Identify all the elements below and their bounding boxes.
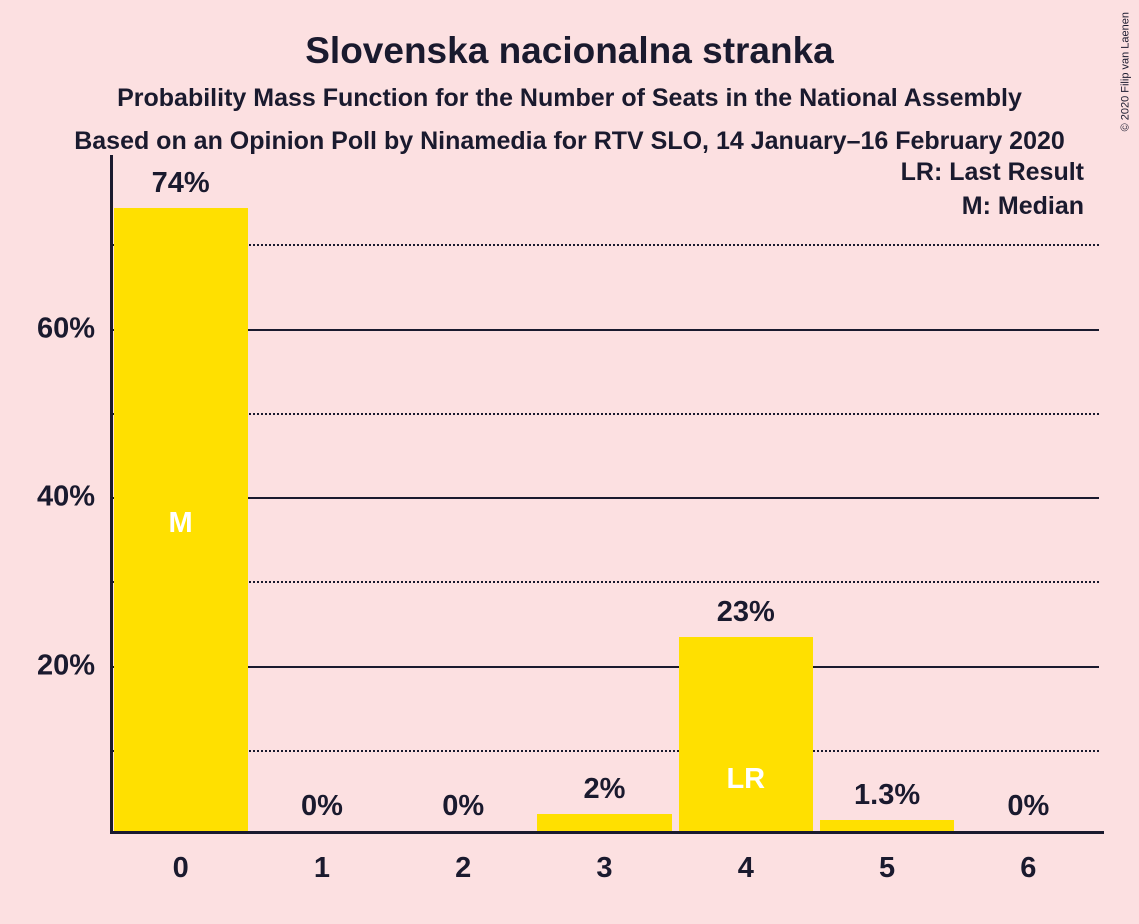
x-tick-label: 1 bbox=[314, 852, 330, 885]
grid-minor-line bbox=[113, 413, 1099, 415]
bar-value-label: 1.3% bbox=[854, 779, 920, 812]
x-tick-label: 6 bbox=[1020, 852, 1036, 885]
grid-minor-line bbox=[113, 581, 1099, 583]
chart-subtitle2: Based on an Opinion Poll by Ninamedia fo… bbox=[40, 127, 1099, 156]
last-result-marker: LR bbox=[726, 763, 765, 796]
grid-major-line bbox=[113, 497, 1099, 499]
y-tick-label: 20% bbox=[37, 649, 95, 682]
bar: 1.3% bbox=[820, 820, 954, 831]
x-tick-label: 3 bbox=[596, 852, 612, 885]
median-marker: M bbox=[169, 507, 193, 540]
grid-major-line bbox=[113, 329, 1099, 331]
bar-value-label: 2% bbox=[584, 773, 626, 806]
y-tick-label: 40% bbox=[37, 481, 95, 514]
x-tick-label: 5 bbox=[879, 852, 895, 885]
y-tick-label: 60% bbox=[37, 312, 95, 345]
bar: 2% bbox=[537, 814, 671, 831]
x-axis-line bbox=[110, 831, 1104, 834]
bar-value-label: 0% bbox=[442, 790, 484, 823]
bar-value-label: 74% bbox=[152, 167, 210, 200]
x-tick-label: 4 bbox=[738, 852, 754, 885]
copyright-text: © 2020 Filip van Laenen bbox=[1119, 12, 1131, 131]
bar-value-label: 0% bbox=[1007, 790, 1049, 823]
bar-value-label: 0% bbox=[301, 790, 343, 823]
plot-area: 20%40%60% 74%M0%0%2%23%LR1.3%0% 0123456 bbox=[110, 160, 1099, 834]
bar: 74%M bbox=[114, 208, 248, 831]
chart-container: Slovenska nacionalna stranka Probability… bbox=[0, 0, 1139, 924]
grid-minor-line bbox=[113, 750, 1099, 752]
chart-title: Slovenska nacionalna stranka bbox=[40, 30, 1099, 72]
chart-subtitle: Probability Mass Function for the Number… bbox=[40, 84, 1099, 113]
x-tick-label: 2 bbox=[455, 852, 471, 885]
grid-major-line bbox=[113, 666, 1099, 668]
grid-minor-line bbox=[113, 244, 1099, 246]
bar-value-label: 23% bbox=[717, 596, 775, 629]
x-tick-label: 0 bbox=[173, 852, 189, 885]
bar: 23%LR bbox=[679, 637, 813, 831]
